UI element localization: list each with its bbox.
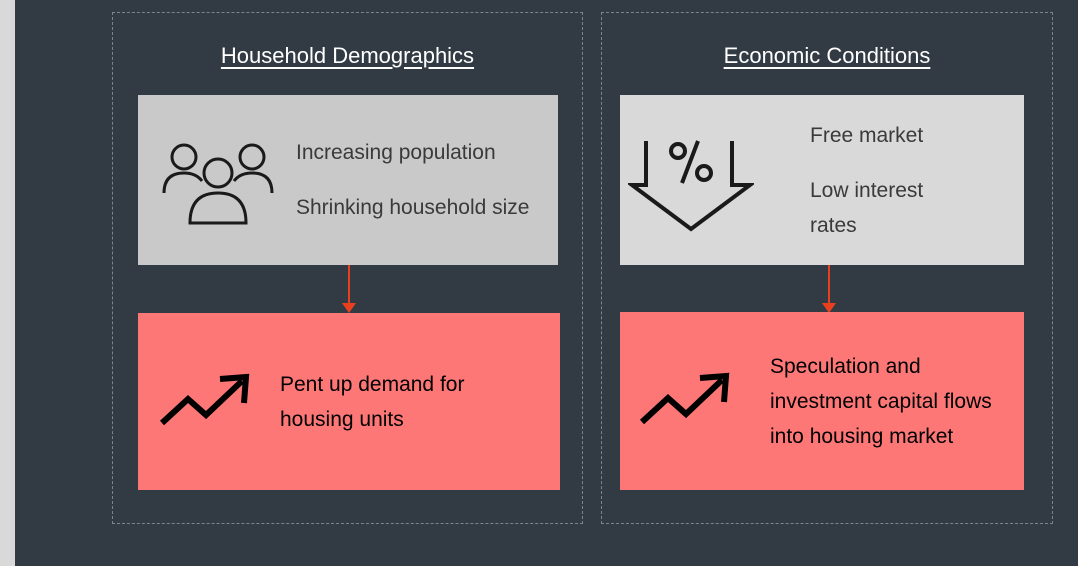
percent-icon	[628, 140, 754, 232]
factor-box: Free market Low interest rates	[620, 95, 1024, 265]
side-strip	[0, 0, 15, 566]
outcome-text-wrap: Pent up demand for housing units	[280, 313, 530, 490]
trend-icon	[159, 373, 250, 426]
flow-arrow	[342, 265, 356, 313]
outcome: Speculation and investment capital flows…	[770, 354, 992, 448]
outcome-box: Pent up demand for housing units	[138, 313, 560, 490]
people-icon	[162, 143, 274, 225]
trend-icon	[639, 372, 730, 425]
group-title: Household Demographics	[220, 43, 475, 68]
factor: Increasing population	[296, 141, 496, 164]
factor-list: Increasing population Shrinking househol…	[296, 95, 536, 265]
factor-box: Increasing population Shrinking househol…	[138, 95, 558, 265]
group-box: Economic Conditions	[601, 12, 1053, 524]
factor: Low interest rates	[810, 178, 924, 237]
factor: Shrinking household size	[296, 196, 530, 219]
group-title: Economic Conditions	[723, 43, 931, 68]
flow-arrow	[822, 265, 836, 313]
factor: Free market	[810, 123, 924, 147]
factor-list: Free market Low interest rates	[810, 95, 960, 265]
outcome-box: Speculation and investment capital flows…	[620, 312, 1024, 490]
outcome-text-wrap: Speculation and investment capital flows…	[770, 312, 998, 490]
outcome: Pent up demand for housing units	[280, 372, 465, 431]
group-box: Household Demographics	[112, 12, 583, 524]
